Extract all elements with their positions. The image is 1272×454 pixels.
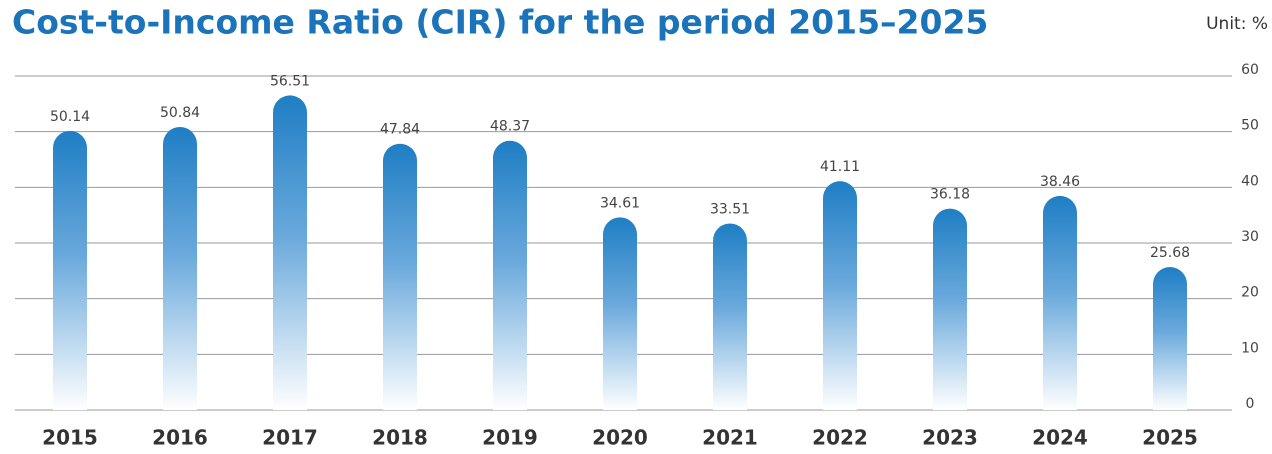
bar bbox=[273, 95, 307, 410]
value-label: 41.11 bbox=[820, 159, 860, 175]
x-tick-label: 2018 bbox=[372, 426, 428, 450]
x-tick-label: 2021 bbox=[702, 426, 758, 450]
x-tick-label: 2016 bbox=[152, 426, 208, 450]
value-label: 47.84 bbox=[380, 122, 420, 138]
bar bbox=[603, 217, 637, 410]
bar bbox=[713, 223, 747, 410]
y-tick-label: 20 bbox=[1241, 285, 1259, 301]
value-label: 36.18 bbox=[930, 187, 970, 203]
value-label: 48.37 bbox=[490, 119, 530, 135]
x-tick-label: 2025 bbox=[1142, 426, 1198, 450]
value-label: 34.61 bbox=[600, 195, 640, 211]
bar bbox=[163, 126, 197, 411]
bar bbox=[933, 208, 967, 410]
x-tick-label: 2022 bbox=[812, 426, 868, 450]
value-label: 56.51 bbox=[270, 73, 310, 89]
chart-title: Cost-to-Income Ratio (CIR) for the perio… bbox=[12, 3, 988, 42]
bar bbox=[383, 143, 417, 410]
y-tick-label: 50 bbox=[1241, 118, 1259, 134]
bar bbox=[823, 181, 857, 410]
unit-label: Unit: % bbox=[1206, 14, 1268, 34]
x-tick-label: 2020 bbox=[592, 426, 648, 450]
x-tick-label: 2023 bbox=[922, 426, 978, 450]
value-label: 25.68 bbox=[1150, 245, 1190, 261]
value-label: 38.46 bbox=[1040, 174, 1080, 190]
y-tick-label: 30 bbox=[1241, 229, 1259, 245]
bar bbox=[53, 130, 87, 410]
value-label: 33.51 bbox=[710, 201, 750, 217]
value-label: 50.14 bbox=[50, 109, 90, 125]
x-tick-label: 2017 bbox=[262, 426, 318, 450]
x-tick-label: 2024 bbox=[1032, 426, 1088, 450]
y-tick-label: 60 bbox=[1241, 62, 1259, 78]
x-tick-label: 2019 bbox=[482, 426, 538, 450]
bar bbox=[493, 140, 527, 410]
bar bbox=[1043, 195, 1077, 410]
y-tick-label: 40 bbox=[1241, 173, 1259, 189]
y-tick-label: 0 bbox=[1246, 396, 1255, 412]
value-label: 50.84 bbox=[160, 105, 200, 121]
x-tick-label: 2015 bbox=[42, 426, 98, 450]
y-tick-label: 10 bbox=[1241, 340, 1259, 356]
bar bbox=[1153, 267, 1187, 410]
